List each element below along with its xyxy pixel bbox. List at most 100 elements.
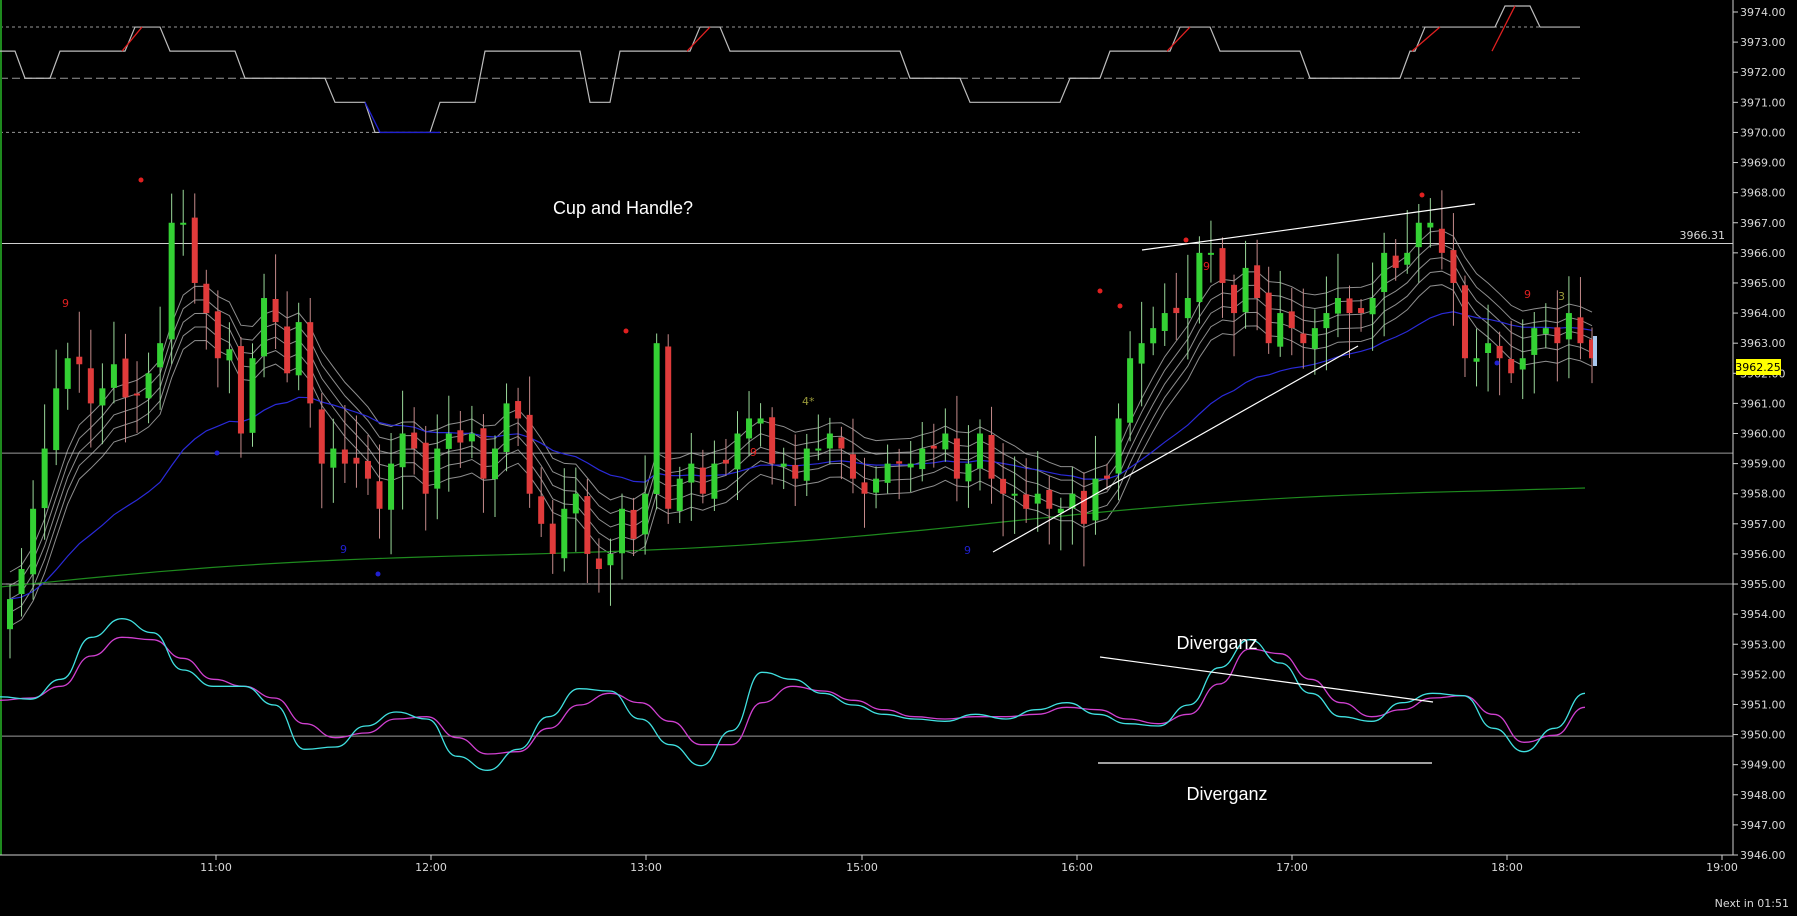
candle-body	[595, 558, 602, 569]
candle-body	[1161, 313, 1168, 331]
blue-moving-average	[9, 311, 1593, 600]
sequential-up-segment	[121, 26, 143, 52]
candle-body	[688, 463, 695, 483]
price-tick-label: 3952.00	[1740, 668, 1786, 681]
chart-grid	[0, 0, 1733, 855]
sequential-step-line	[0, 5, 1580, 134]
candle-body	[1392, 255, 1399, 268]
price-tick-label: 3969.00	[1740, 157, 1786, 170]
last-price-tag	[1736, 359, 1781, 375]
candle-body	[1288, 311, 1295, 329]
time-tick-label: 15:00	[846, 861, 878, 874]
candle-body	[1231, 284, 1238, 314]
price-tick-label: 3968.00	[1740, 187, 1786, 200]
candle-body	[1577, 317, 1584, 344]
candle-body	[64, 358, 71, 389]
candle-body	[1404, 252, 1411, 265]
red-signal-dot	[1117, 303, 1123, 309]
price-tick-label: 3964.00	[1740, 307, 1786, 320]
red-signal-dot	[623, 328, 629, 334]
price-tick-label: 3965.00	[1740, 277, 1786, 290]
candle-body	[803, 448, 810, 481]
oscillator-fast-line	[0, 618, 1586, 771]
time-tick-label: 19:00	[1706, 861, 1738, 874]
divergence-top-label: Diverganz	[1176, 633, 1257, 653]
ema-band-line	[9, 284, 1593, 627]
candle-body	[942, 433, 949, 450]
price-tick-label: 3951.00	[1740, 698, 1786, 711]
price-axis[interactable]: 3974.00 3973.00 3972.00 3971.00 3970.00 3969.…	[1733, 6, 1786, 862]
candle-body	[538, 496, 545, 524]
candle-body	[826, 433, 833, 449]
candle-body	[226, 349, 233, 361]
candle-body	[1381, 252, 1388, 293]
candle-body	[1207, 252, 1214, 255]
candle-body	[468, 433, 475, 442]
candle-body	[445, 433, 452, 449]
candle-body	[110, 364, 117, 388]
ema-band-line	[9, 243, 1593, 586]
time-axis[interactable]: 11:00 12:00 13:00 15:00 16:00 17:00 18:00 19:00	[200, 855, 1738, 874]
price-tick-label: 3973.00	[1740, 36, 1786, 49]
candle-body	[249, 358, 256, 433]
signal-markers: 9 9 9 9 9 9 4* 3	[62, 177, 1597, 577]
candle-body	[1311, 328, 1318, 349]
sequential-up-segment	[1491, 5, 1516, 52]
candle-body	[1415, 222, 1422, 248]
candle-body	[1346, 298, 1353, 314]
candle-body	[515, 401, 522, 419]
red-signal-dot	[1097, 288, 1103, 294]
candle-body	[30, 508, 37, 575]
candle-body	[1104, 475, 1111, 479]
candle-body	[295, 322, 302, 376]
candle-body	[976, 433, 983, 469]
price-tick-label: 3967.00	[1740, 217, 1786, 230]
candle-body	[1127, 358, 1134, 423]
candle-body	[272, 298, 279, 323]
candle-body	[584, 496, 591, 554]
blue-nine-marker: 9	[964, 544, 971, 557]
candle-body	[1485, 343, 1492, 354]
candle-body	[180, 222, 187, 225]
price-tick-label: 3970.00	[1740, 126, 1786, 139]
candle-body	[526, 414, 533, 494]
candle-body	[1496, 345, 1503, 359]
candle-body	[1450, 250, 1457, 283]
candle-body	[849, 454, 856, 479]
candle-body	[41, 448, 48, 509]
candle-body	[1300, 333, 1307, 344]
candle-body	[734, 433, 741, 470]
candle-body	[1219, 248, 1226, 283]
candle-body	[1531, 328, 1538, 355]
candle-body	[457, 430, 464, 443]
candle-body	[284, 326, 291, 374]
candle-body	[18, 568, 25, 595]
candle-body	[711, 463, 718, 499]
candle-body	[376, 481, 383, 509]
price-tick-label: 3971.00	[1740, 96, 1786, 109]
divergence-bottom-label: Diverganz	[1186, 784, 1267, 804]
current-bar	[1593, 336, 1597, 366]
candle-body	[145, 373, 152, 399]
time-tick-label: 12:00	[415, 861, 447, 874]
candle-body	[1508, 359, 1515, 374]
candle-body	[699, 467, 706, 494]
candle-body	[203, 283, 210, 314]
candle-body	[642, 493, 649, 535]
oscillator-panel	[0, 618, 1586, 771]
red-signal-dot	[1419, 192, 1425, 198]
candle-body	[746, 418, 753, 439]
candle-body	[780, 463, 787, 467]
candle-body	[1057, 508, 1064, 514]
next-bar-countdown: Next in 01:51	[1714, 897, 1789, 910]
candle-body	[122, 358, 129, 398]
candle-body	[1358, 308, 1365, 314]
candle-body	[261, 298, 268, 357]
red-nine-marker: 9	[1203, 260, 1210, 273]
time-tick-label: 18:00	[1491, 861, 1523, 874]
price-tick-label: 3957.00	[1740, 518, 1786, 531]
blue-signal-dot	[1494, 360, 1500, 366]
candle-body	[965, 463, 972, 482]
candle-body	[1184, 298, 1191, 319]
